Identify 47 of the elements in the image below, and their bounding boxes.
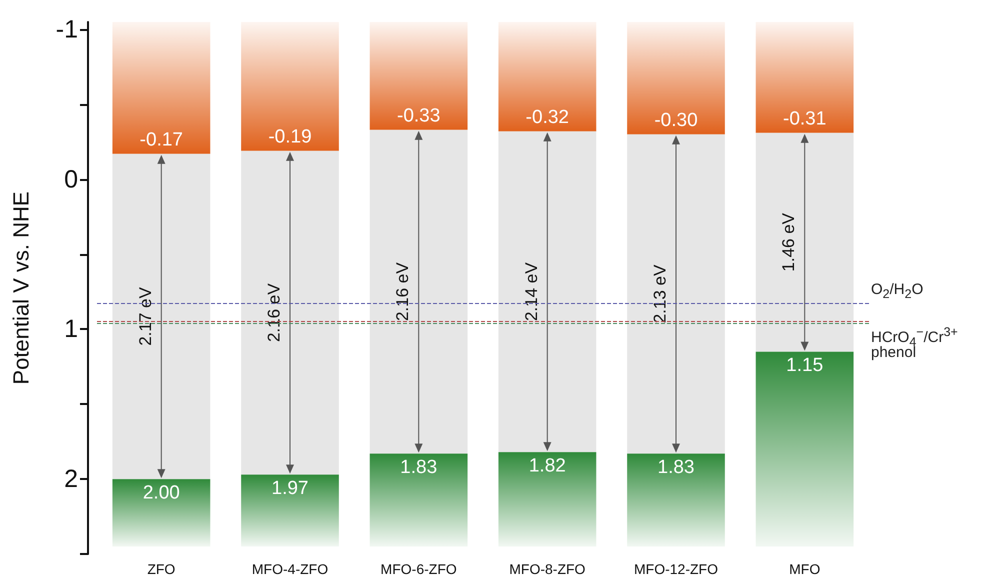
bar [112, 479, 210, 547]
x-tick-label: MFO-8-ZFO [509, 561, 586, 577]
bar [627, 454, 725, 547]
bar [370, 454, 468, 547]
bar [498, 452, 596, 547]
y-tick-label: 0 [64, 165, 78, 194]
bar [498, 131, 596, 452]
annotation: -0.32 [526, 106, 569, 128]
annotation: -0.33 [397, 105, 440, 126]
annotation: -0.31 [783, 108, 826, 130]
annotation: -0.17 [140, 129, 183, 150]
data-label: 1.46 eV [779, 212, 798, 272]
y-axis-title: Potential V vs. NHE [8, 191, 34, 385]
x-tick-label: MFO-4-ZFO [252, 561, 328, 577]
bar [370, 22, 468, 130]
y-tick-label: 2 [64, 465, 78, 494]
bar [498, 22, 596, 132]
y-tick-label: -1 [56, 15, 78, 44]
x-tick-label: ZFO [147, 561, 176, 577]
y-tick-label: 1 [64, 315, 78, 344]
annotation: 1.83 [658, 457, 694, 478]
bar [370, 130, 468, 454]
data-label: 2.14 eV [522, 262, 541, 322]
bar [241, 22, 339, 151]
x-tick-label: MFO-12-ZFO [634, 561, 718, 577]
bar [112, 154, 210, 480]
x-tick-label: MFO [789, 561, 820, 577]
annotation: 2.00 [142, 482, 180, 504]
bar [756, 132, 854, 352]
bar [112, 22, 210, 154]
bar [241, 150, 339, 475]
annotation: 1.97 [272, 478, 308, 500]
bar [241, 474, 339, 547]
bar [627, 22, 725, 134]
annotation: 1.83 [400, 457, 438, 478]
data-label: 2.16 eV [393, 262, 412, 322]
x-tick-label: MFO-6-ZFO [380, 561, 457, 577]
annotation: 1.15 [786, 355, 824, 376]
bar [756, 22, 854, 133]
bar [756, 352, 854, 547]
annotation: 1.82 [528, 456, 566, 477]
annotation: -0.19 [268, 126, 312, 148]
ref-line-label: phenol [871, 344, 916, 362]
bar [627, 134, 725, 454]
annotation: -0.30 [654, 110, 698, 131]
data-label: 2.17 eV [136, 286, 155, 346]
ref-line-label: O$_{2}$/H$_{2}$O [871, 280, 924, 302]
